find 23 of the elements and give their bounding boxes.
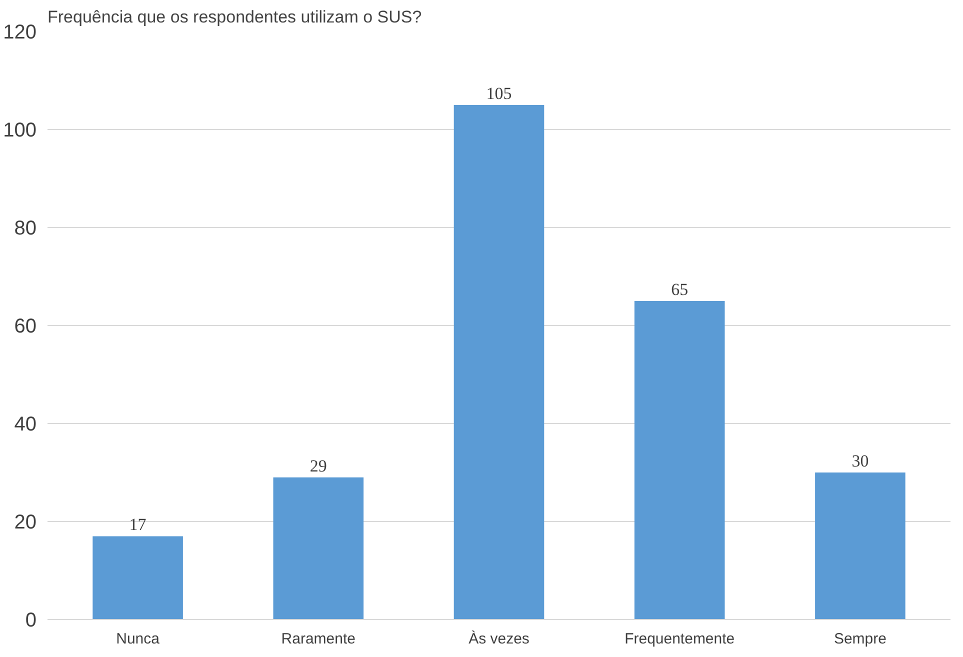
- x-tick-label: Nunca: [116, 630, 160, 648]
- bar: [815, 472, 906, 620]
- bar: [92, 536, 183, 620]
- data-label: 17: [129, 515, 147, 534]
- y-tick-label: 100: [3, 120, 37, 142]
- bar: [273, 477, 364, 620]
- chart-title: Frequência que os respondentes utilizam o SUS?: [48, 8, 422, 26]
- y-tick-label: 40: [14, 414, 37, 436]
- data-label: 65: [671, 280, 688, 299]
- x-tick-label: Frequentemente: [624, 630, 735, 648]
- data-label: 30: [852, 452, 869, 470]
- y-tick-label: 80: [14, 218, 37, 240]
- y-tick-label: 20: [14, 512, 37, 534]
- x-tick-label: Raramente: [281, 630, 356, 648]
- y-tick-label: 120: [3, 22, 37, 44]
- bar: [454, 105, 544, 620]
- data-label: 105: [486, 84, 512, 103]
- y-tick-label: 0: [25, 610, 36, 632]
- data-label: 29: [310, 456, 327, 476]
- x-tick-label: Sempre: [834, 630, 886, 648]
- x-tick-label: Às vezes: [468, 630, 530, 648]
- y-tick-label: 60: [14, 316, 37, 338]
- bar: [634, 301, 725, 620]
